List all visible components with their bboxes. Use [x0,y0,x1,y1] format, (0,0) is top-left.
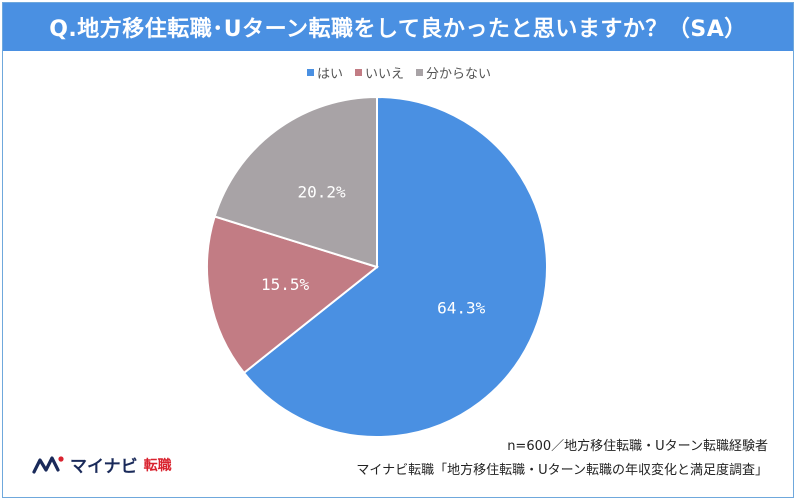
legend: はい いいえ 分からない [0,63,798,82]
legend-item-yes: はい [306,63,343,82]
pie-label-yes: 64.3% [437,299,486,318]
brand-logo: マイナビ 転職 [32,452,172,477]
pie-slice-yes [242,95,548,438]
pie-label-unknown: 20.2% [297,183,346,202]
legend-label-unknown: 分からない [426,67,492,82]
legend-label-yes: はい [316,67,343,82]
mynavi-logo-icon [32,455,64,474]
legend-item-unknown: 分からない [416,63,491,82]
pie-label-no: 15.5% [261,275,310,294]
pie-slice-unknown [213,95,378,269]
logo-sub-text: 転職 [143,457,172,474]
pie-slice-no [206,215,380,375]
logo-brand-text: マイナビ [70,457,138,477]
legend-label-no: いいえ [364,67,404,82]
footnote-source: マイナビ転職「地方移住転職・Uターン転職の年収変化と満足度調査」 [356,463,768,478]
legend-swatch-yes [306,69,314,76]
footnote-sample-size: n=600／地方移住転職・Uターン転職経験者 [507,439,768,454]
legend-swatch-no [354,69,362,76]
chart-title: Q.地方移住転職･Uターン転職をして良かったと思いますか？（SA） [3,3,793,51]
legend-item-no: いいえ [354,63,404,82]
legend-swatch-unknown [416,69,423,76]
